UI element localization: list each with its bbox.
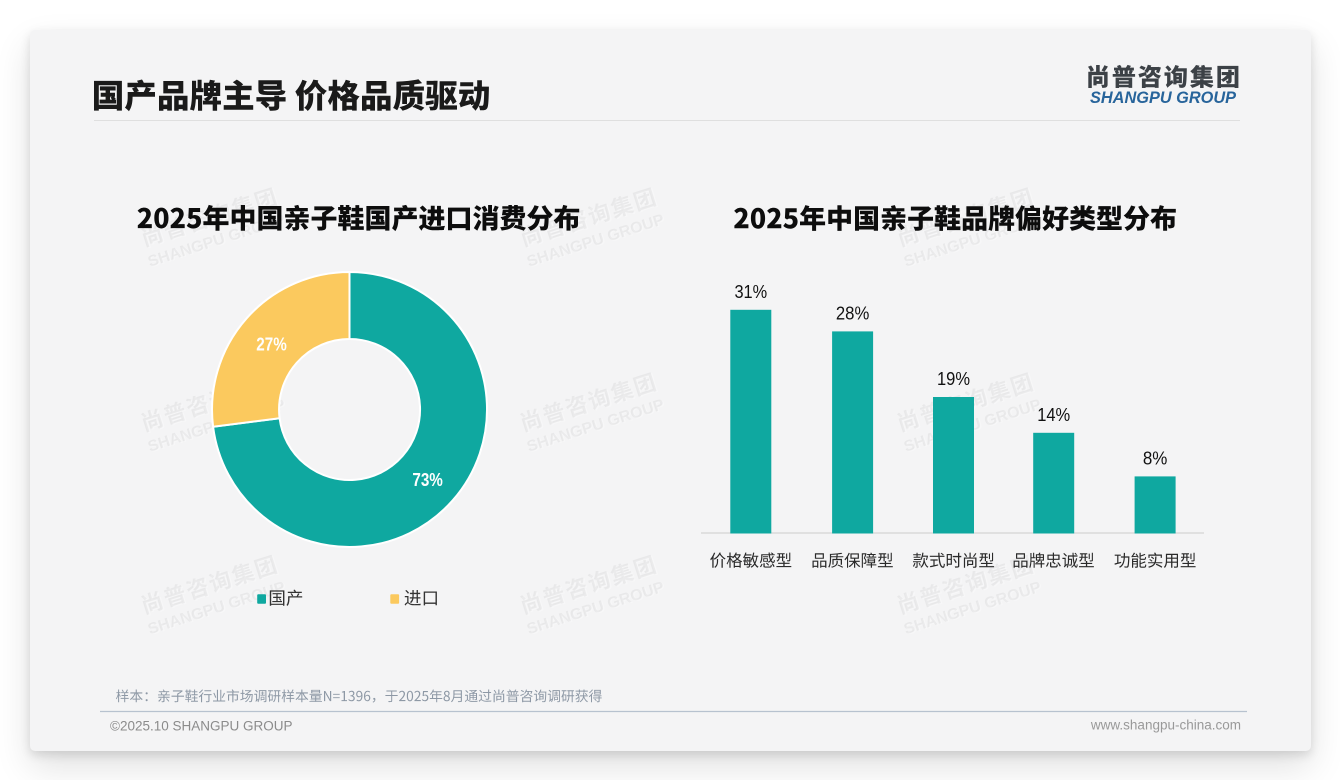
svg-text:14%: 14% — [1037, 405, 1070, 425]
svg-text:27%: 27% — [256, 335, 287, 355]
svg-text:8%: 8% — [1143, 449, 1168, 469]
svg-text:73%: 73% — [412, 470, 443, 490]
svg-text:www.shangpu-china.com: www.shangpu-china.com — [1090, 718, 1241, 733]
svg-text:28%: 28% — [836, 304, 869, 324]
svg-text:SHANGPU GROUP: SHANGPU GROUP — [1090, 88, 1237, 107]
svg-text:©2025.10 SHANGPU GROUP: ©2025.10 SHANGPU GROUP — [110, 719, 293, 734]
svg-text:19%: 19% — [937, 369, 970, 389]
svg-text:31%: 31% — [734, 282, 767, 302]
